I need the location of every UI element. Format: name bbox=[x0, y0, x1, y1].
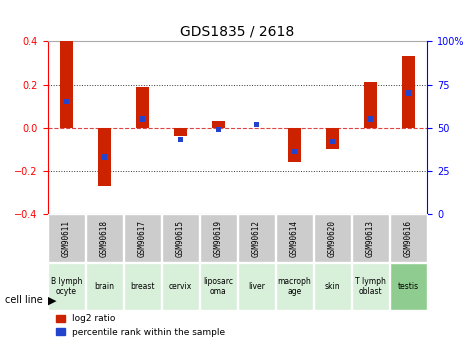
Text: cervix: cervix bbox=[169, 282, 192, 291]
Text: GSM90620: GSM90620 bbox=[328, 219, 337, 257]
Text: ▶: ▶ bbox=[48, 295, 56, 305]
Bar bbox=[64, 99, 69, 105]
Bar bbox=[136, 87, 149, 128]
FancyBboxPatch shape bbox=[390, 263, 427, 310]
FancyBboxPatch shape bbox=[276, 214, 313, 262]
Text: liposarc
oma: liposarc oma bbox=[203, 277, 234, 296]
Text: GSM90613: GSM90613 bbox=[366, 219, 375, 257]
Text: GSM90619: GSM90619 bbox=[214, 219, 223, 257]
FancyBboxPatch shape bbox=[124, 214, 161, 262]
Bar bbox=[174, 128, 187, 136]
Bar bbox=[292, 149, 297, 155]
Bar bbox=[288, 128, 301, 162]
Text: GSM90617: GSM90617 bbox=[138, 219, 147, 257]
Text: brain: brain bbox=[95, 282, 114, 291]
Bar bbox=[254, 121, 259, 127]
FancyBboxPatch shape bbox=[314, 263, 351, 310]
Bar bbox=[102, 154, 107, 160]
Bar bbox=[140, 116, 145, 122]
Bar bbox=[60, 41, 73, 128]
Bar bbox=[212, 121, 225, 128]
Bar bbox=[406, 90, 411, 96]
Text: skin: skin bbox=[325, 282, 340, 291]
Text: GSM90615: GSM90615 bbox=[176, 219, 185, 257]
FancyBboxPatch shape bbox=[238, 263, 275, 310]
FancyBboxPatch shape bbox=[352, 214, 389, 262]
Title: GDS1835 / 2618: GDS1835 / 2618 bbox=[180, 25, 294, 39]
Text: cell line: cell line bbox=[5, 295, 42, 305]
FancyBboxPatch shape bbox=[48, 214, 85, 262]
FancyBboxPatch shape bbox=[162, 214, 199, 262]
Text: macroph
age: macroph age bbox=[277, 277, 312, 296]
Text: liver: liver bbox=[248, 282, 265, 291]
FancyBboxPatch shape bbox=[162, 263, 199, 310]
FancyBboxPatch shape bbox=[86, 263, 123, 310]
Bar bbox=[402, 57, 415, 128]
Legend: log2 ratio, percentile rank within the sample: log2 ratio, percentile rank within the s… bbox=[52, 311, 228, 341]
Bar bbox=[326, 128, 339, 149]
Text: GSM90618: GSM90618 bbox=[100, 219, 109, 257]
Bar bbox=[178, 137, 183, 142]
Text: B lymph
ocyte: B lymph ocyte bbox=[51, 277, 82, 296]
FancyBboxPatch shape bbox=[390, 214, 427, 262]
Text: GSM90612: GSM90612 bbox=[252, 219, 261, 257]
Bar bbox=[368, 116, 373, 122]
Text: testis: testis bbox=[398, 282, 419, 291]
Text: GSM90614: GSM90614 bbox=[290, 219, 299, 257]
Bar bbox=[330, 139, 335, 144]
FancyBboxPatch shape bbox=[86, 214, 123, 262]
Text: GSM90611: GSM90611 bbox=[62, 219, 71, 257]
FancyBboxPatch shape bbox=[352, 263, 389, 310]
Bar bbox=[216, 127, 221, 132]
FancyBboxPatch shape bbox=[276, 263, 313, 310]
Text: T lymph
oblast: T lymph oblast bbox=[355, 277, 386, 296]
Bar bbox=[364, 82, 377, 128]
FancyBboxPatch shape bbox=[48, 263, 85, 310]
FancyBboxPatch shape bbox=[200, 263, 237, 310]
FancyBboxPatch shape bbox=[238, 214, 275, 262]
Text: breast: breast bbox=[130, 282, 155, 291]
Bar bbox=[98, 128, 111, 186]
FancyBboxPatch shape bbox=[314, 214, 351, 262]
FancyBboxPatch shape bbox=[200, 214, 237, 262]
FancyBboxPatch shape bbox=[124, 263, 161, 310]
Text: GSM90616: GSM90616 bbox=[404, 219, 413, 257]
